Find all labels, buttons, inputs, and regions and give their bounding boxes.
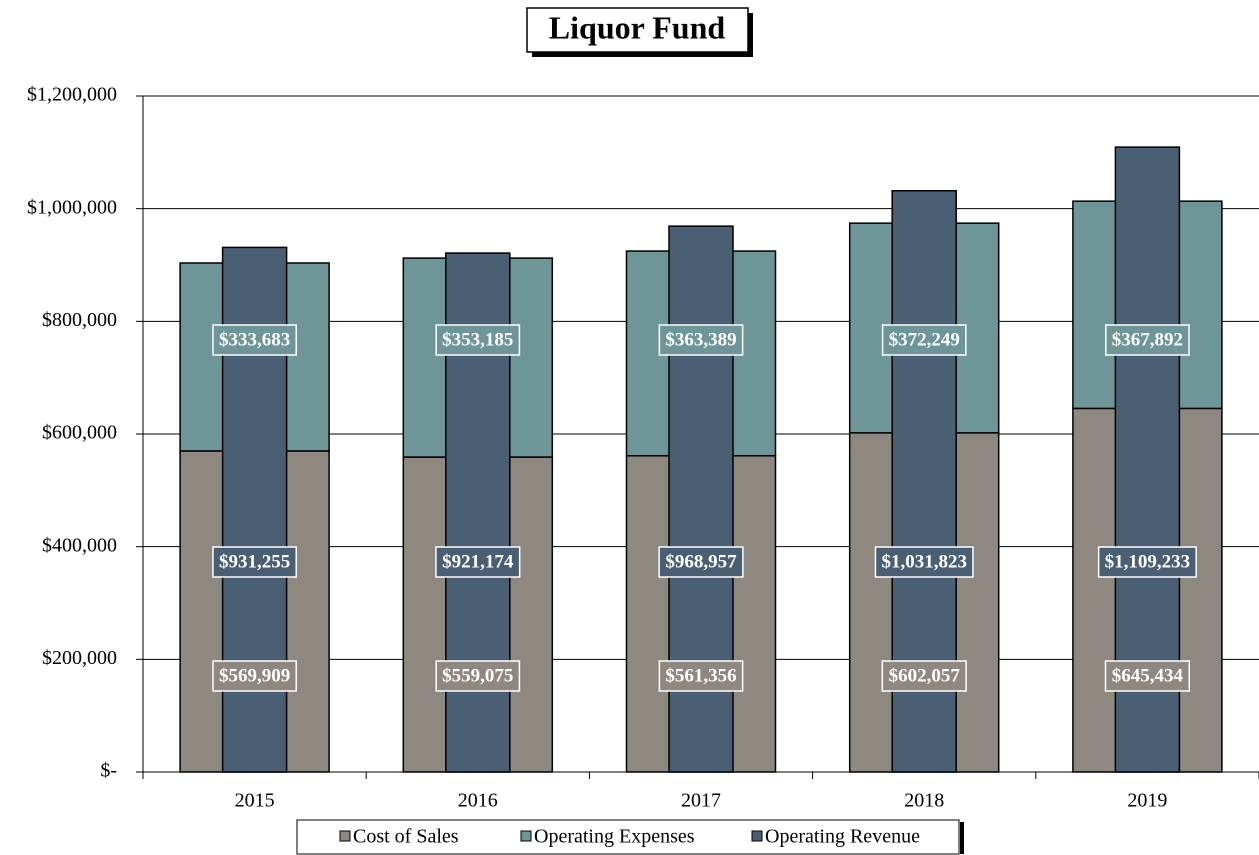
value-label: $1,109,233: [1105, 551, 1191, 572]
value-label-box: [1105, 324, 1190, 356]
legend-swatch: [751, 830, 763, 842]
x-tick-label: 2016: [458, 790, 498, 812]
value-label-box: [435, 546, 521, 578]
y-tick-label: $1,000,000: [27, 196, 117, 218]
y-tick-label: $-: [100, 760, 117, 782]
value-label-box: [881, 324, 967, 356]
y-tick-label: $200,000: [42, 647, 117, 669]
value-label-box: [874, 546, 974, 578]
x-tick-label: 2017: [681, 790, 721, 812]
y-tick-label: $1,200,000: [27, 84, 117, 106]
value-label: $372,249: [889, 329, 960, 350]
value-label: $353,185: [442, 329, 513, 350]
y-tick-label: $800,000: [42, 309, 117, 331]
value-label: $1,031,823: [881, 551, 967, 572]
legend-label: Operating Revenue: [765, 826, 920, 848]
value-label: $645,434: [1112, 665, 1184, 686]
y-tick-label: $400,000: [42, 534, 117, 556]
value-label: $921,174: [442, 551, 514, 572]
value-label-box: [212, 546, 297, 578]
legend: Cost of Sales Operating Expenses Operating…: [296, 819, 964, 855]
value-label-box: [658, 324, 744, 356]
value-label: $569,909: [219, 665, 290, 686]
x-tick-label: 2019: [1127, 790, 1167, 812]
legend-label: Operating Expenses: [534, 826, 695, 848]
value-label-box: [212, 324, 297, 356]
x-tick-label: 2018: [904, 790, 944, 812]
value-label-box: [435, 324, 521, 356]
value-label: $561,356: [665, 665, 736, 686]
legend-box: [296, 819, 960, 855]
legend-swatch: [520, 830, 532, 842]
value-label: $931,255: [219, 551, 290, 572]
value-label-box: [212, 660, 297, 692]
value-label: $602,057: [889, 665, 961, 686]
x-tick-label: 2015: [235, 790, 275, 812]
value-label: $333,683: [219, 329, 290, 350]
chart-title: Liquor Fund: [549, 9, 726, 45]
value-label: $559,075: [442, 665, 513, 686]
value-label-box: [1097, 546, 1197, 578]
legend-swatch: [339, 830, 351, 842]
title-box: [526, 7, 749, 53]
value-label-box: [881, 660, 967, 692]
value-label: $367,892: [1112, 329, 1183, 350]
value-label-box: [1104, 660, 1191, 692]
legend-shadow: [960, 822, 964, 854]
legend-label: Cost of Sales: [353, 826, 459, 848]
value-label-box: [435, 660, 521, 692]
y-tick-label: $600,000: [42, 422, 117, 444]
value-label: $968,957: [665, 551, 737, 572]
value-label-box: [658, 660, 744, 692]
value-label-box: [658, 546, 744, 578]
value-label: $363,389: [665, 329, 736, 350]
